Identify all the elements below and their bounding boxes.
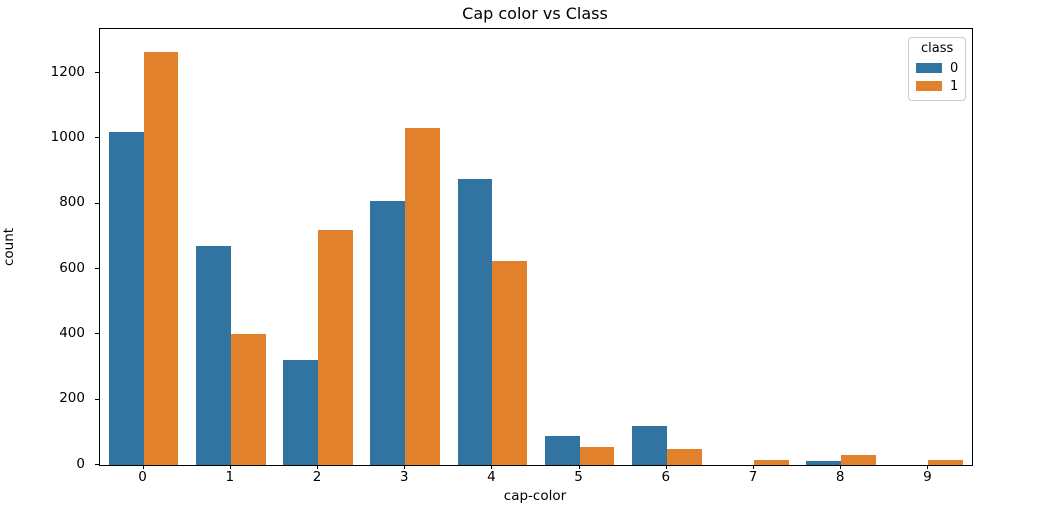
y-tick-label: 400	[59, 324, 85, 341]
bar-class1-cat6	[666, 449, 702, 465]
legend-swatch-class-1	[916, 81, 942, 91]
x-tick-label: 3	[399, 469, 409, 485]
bar-class1-cat9	[928, 460, 964, 465]
bar-class1-cat2	[318, 230, 353, 465]
bar-class1-cat7	[754, 460, 789, 465]
y-tick-label: 800	[59, 194, 85, 211]
legend-swatch-class-0	[916, 63, 942, 73]
x-tick-label: 1	[225, 469, 235, 485]
x-tick-label: 7	[748, 469, 758, 485]
x-tick-mark	[753, 465, 754, 469]
x-tick-mark	[927, 465, 929, 469]
y-tick-label: 1200	[50, 63, 85, 80]
x-tick-label: 6	[661, 469, 671, 485]
x-tick-label: 2	[312, 469, 322, 485]
bar-class0-cat8	[806, 461, 842, 465]
bar-class0-cat1	[195, 246, 231, 465]
bar-class0-cat0	[108, 132, 144, 465]
x-tick-mark	[578, 465, 580, 469]
legend-item-class-0: 0	[916, 59, 958, 77]
x-tick-label: 9	[923, 469, 932, 485]
bar-class0-cat6	[631, 426, 667, 465]
y-tick-mark	[95, 398, 99, 400]
y-tick-mark	[95, 268, 99, 269]
y-tick-label: 600	[59, 259, 85, 276]
y-tick-mark	[95, 137, 99, 139]
legend-label-class-1: 1	[950, 78, 959, 94]
x-tick-mark	[665, 465, 667, 469]
chart-title: Cap color vs Class	[462, 4, 608, 23]
x-tick-mark	[491, 465, 493, 469]
bar-class1-cat5	[579, 447, 615, 465]
y-tick-label: 0	[76, 455, 85, 472]
bar-class0-cat3	[370, 201, 406, 465]
y-tick-mark	[95, 72, 99, 74]
x-tick-mark	[229, 465, 231, 469]
x-tick-mark	[317, 465, 318, 469]
bar-class1-cat3	[405, 128, 441, 465]
y-tick-label: 200	[59, 390, 85, 407]
bar-class0-cat2	[283, 360, 318, 465]
bar-class0-cat4	[457, 179, 493, 465]
plot-area	[99, 28, 973, 466]
x-tick-label: 0	[138, 469, 147, 485]
bar-class1-cat1	[230, 334, 266, 465]
x-tick-mark	[142, 465, 144, 469]
bar-class1-cat0	[143, 52, 179, 465]
x-tick-label: 5	[574, 469, 583, 485]
x-axis-label: cap-color	[503, 488, 567, 504]
legend-label-class-0: 0	[950, 60, 959, 76]
legend-item-class-1: 1	[916, 77, 958, 95]
x-tick-mark	[404, 465, 406, 469]
bar-class0-cat5	[544, 436, 580, 465]
y-tick-mark	[95, 333, 99, 335]
y-tick-mark	[95, 202, 99, 204]
bar-class1-cat4	[492, 261, 528, 465]
y-tick-label: 1000	[50, 128, 85, 145]
x-tick-label: 8	[835, 469, 845, 485]
legend-title: class	[921, 41, 954, 56]
x-tick-label: 4	[487, 469, 496, 485]
legend: class 0 1	[908, 37, 967, 101]
x-tick-mark	[840, 465, 842, 469]
bar-class1-cat8	[841, 455, 877, 465]
y-tick-mark	[95, 464, 99, 465]
